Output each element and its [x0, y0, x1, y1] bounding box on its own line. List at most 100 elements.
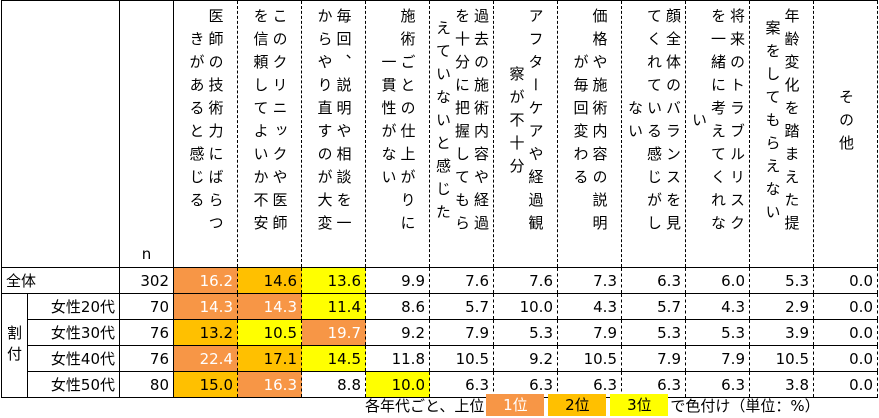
column-header: このクリニックや医師を信頼してよいか不安	[237, 0, 302, 268]
data-row: 割付 女性20代 70 14.3 14.3 11.4 8.6 5.7 10.0 4.3 5.7 4.3…	[1, 293, 878, 398]
row-n: 70	[119, 293, 174, 320]
value-cell: 6.3	[557, 371, 622, 398]
column-header: 毎回、説明や相談を一からやり直すのが大変	[301, 0, 366, 268]
column-header: 顔全体のバランスを見てくれている感じがしない	[621, 0, 686, 268]
rank-legend: 3位	[610, 394, 669, 416]
value-cell: 10.5	[429, 345, 494, 372]
header-row: n 医師の技術力にばらつきがあると感じる このクリニックや医師を信頼してよいか不安毎…	[1, 0, 878, 268]
value-cell: 5.3	[749, 267, 814, 294]
value-cell: 3.9	[749, 319, 814, 346]
value-cell: 6.3	[621, 371, 686, 398]
row-n: 80	[119, 371, 174, 398]
rank-legend: 1位	[486, 394, 545, 416]
column-header: 年齢変化を踏まえた提案をしてもらえない	[749, 0, 814, 268]
value-cell: 6.3	[429, 371, 494, 398]
value-cell: 6.3	[685, 371, 750, 398]
footer-note: 各年代ごと、上位 1位 2位 3位 で色付け（単位：%）	[365, 392, 820, 418]
value-cell: 5.7	[429, 293, 494, 320]
value-cell: 5.3	[685, 319, 750, 346]
value-cell: 10.0	[365, 371, 430, 398]
column-header-text: 年齢変化を踏まえた提案をしてもらえない	[763, 8, 801, 238]
data-row: 女性30代 76 13.2 10.5 19.7 9.2 7.9 5.3 7.9 5.3 5.3 3.9…	[2, 319, 878, 346]
value-cell: 2.9	[749, 293, 814, 320]
value-cell: 9.9	[365, 267, 430, 294]
value-cell: 0.0	[813, 319, 878, 346]
value-cell: 5.7	[621, 293, 686, 320]
value-cell: 10.0	[493, 293, 558, 320]
value-cell: 14.5	[301, 345, 366, 372]
value-cell: 5.3	[493, 319, 558, 346]
column-header: 施術ごとの仕上がりに一貫性がない	[365, 0, 430, 268]
value-cell: 6.0	[685, 267, 750, 294]
column-header-text: 毎回、説明や相談を一からやり直すのが大変	[315, 8, 353, 238]
value-cell: 14.3	[237, 293, 302, 320]
value-cell: 3.8	[749, 371, 814, 398]
value-cell: 7.3	[557, 267, 622, 294]
data-row: 女性50代 80 15.0 16.3 8.8 10.0 6.3 6.3 6.3 6.3 6.3 3.8…	[2, 371, 878, 398]
value-cell: 7.6	[429, 267, 494, 294]
column-header-text: このクリニックや医師を信頼してよいか不安	[251, 8, 289, 238]
value-cell: 11.4	[301, 293, 366, 320]
value-cell: 4.3	[685, 293, 750, 320]
column-header-text: 顔全体のバランスを見てくれている感じがしない	[626, 8, 682, 238]
value-cell: 9.2	[493, 345, 558, 372]
row-label: 女性40代	[27, 345, 120, 372]
value-cell: 17.1	[237, 345, 302, 372]
value-cell: 7.9	[429, 319, 494, 346]
value-cell: 0.0	[813, 293, 878, 320]
corner-cell	[1, 0, 120, 268]
value-cell: 14.6	[237, 267, 302, 294]
value-cell: 9.2	[365, 319, 430, 346]
column-header: 医師の技術力にばらつきがあると感じる	[173, 0, 238, 268]
value-cell: 7.9	[557, 319, 622, 346]
data-row: 全体 302 16.2 14.6 13.6 9.9 7.6 7.6 7.3 6.3 6.0 5.3 0.…	[1, 267, 878, 294]
value-cell: 8.6	[365, 293, 430, 320]
value-cell: 10.5	[237, 319, 302, 346]
row-label: 女性50代	[27, 371, 120, 398]
footer-suffix: で色付け（単位：%）	[670, 396, 820, 415]
value-cell: 0.0	[813, 371, 878, 398]
value-cell: 0.0	[813, 345, 878, 372]
value-cell: 10.5	[749, 345, 814, 372]
row-n: 76	[119, 345, 174, 372]
value-cell: 6.3	[493, 371, 558, 398]
row-label: 全体	[1, 267, 120, 294]
row-label: 女性30代	[27, 319, 120, 346]
column-header-text: 施術ごとの仕上がりに一貫性がない	[379, 8, 417, 238]
column-header-text: 医師の技術力にばらつきがあると感じる	[187, 8, 225, 238]
value-cell: 0.0	[813, 267, 878, 294]
group-label-cell: 割付	[1, 293, 28, 398]
data-table: n 医師の技術力にばらつきがあると感じる このクリニックや医師を信頼してよいか不安毎…	[1, 0, 878, 398]
value-cell: 16.2	[173, 267, 238, 294]
column-header-text: その他	[837, 88, 855, 158]
value-cell: 10.5	[557, 345, 622, 372]
column-header: その他	[813, 0, 878, 268]
value-cell: 8.8	[301, 371, 366, 398]
value-cell: 11.8	[365, 345, 430, 372]
column-header: 価格や施術内容の説明が毎回変わる	[557, 0, 622, 268]
column-header-text: 過去の施術内容や経過を十分に把握してもらえていないと感じた	[434, 8, 490, 238]
column-header: 将来のトラブルリスクを一緒に考えてくれない	[685, 0, 750, 268]
value-cell: 7.9	[685, 345, 750, 372]
n-header: n	[119, 0, 174, 268]
footer-prefix: 各年代ごと、上位	[365, 396, 485, 415]
rank-legend: 2位	[548, 394, 607, 416]
value-cell: 13.2	[173, 319, 238, 346]
column-header-text: 将来のトラブルリスクを一緒に考えてくれない	[690, 8, 746, 238]
column-header-text: アフターケアや経過観察が不十分	[507, 8, 545, 238]
value-cell: 13.6	[301, 267, 366, 294]
group-label: 割付	[5, 324, 23, 367]
column-header: 過去の施術内容や経過を十分に把握してもらえていないと感じた	[429, 0, 494, 268]
value-cell: 14.3	[173, 293, 238, 320]
value-cell: 6.3	[621, 267, 686, 294]
row-n: 76	[119, 319, 174, 346]
value-cell: 15.0	[173, 371, 238, 398]
row-label: 女性20代	[27, 293, 120, 320]
value-cell: 7.9	[621, 345, 686, 372]
value-cell: 22.4	[173, 345, 238, 372]
value-cell: 7.6	[493, 267, 558, 294]
value-cell: 16.3	[237, 371, 302, 398]
column-header: アフターケアや経過観察が不十分	[493, 0, 558, 268]
n-label: n	[141, 245, 152, 263]
